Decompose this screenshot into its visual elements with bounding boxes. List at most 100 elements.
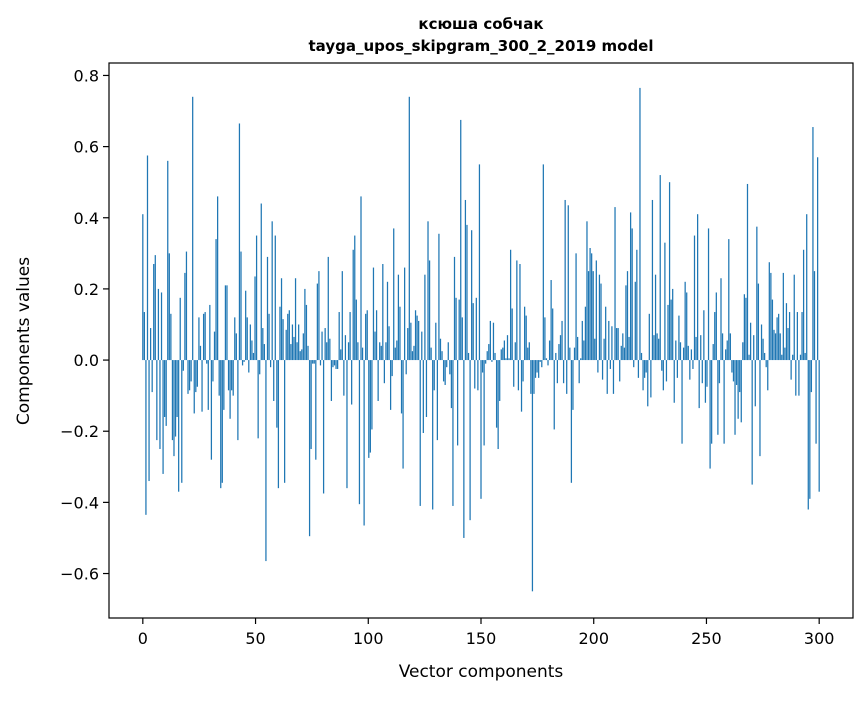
bar <box>670 299 672 361</box>
bar <box>810 360 813 393</box>
bar <box>346 360 348 489</box>
bar <box>547 360 549 366</box>
bar <box>322 360 325 494</box>
bar <box>458 299 460 361</box>
bar <box>715 292 717 361</box>
bar <box>553 360 555 430</box>
bar <box>559 335 562 361</box>
bar <box>452 360 454 506</box>
bar <box>195 360 197 393</box>
bar <box>718 360 721 384</box>
bar <box>394 347 396 361</box>
bar <box>499 360 501 401</box>
bar <box>788 312 791 361</box>
bar <box>333 360 336 366</box>
bar <box>469 360 471 521</box>
bar <box>522 360 524 382</box>
bar <box>475 297 477 361</box>
bar <box>481 360 484 373</box>
bar <box>231 360 233 391</box>
bar <box>689 360 691 380</box>
bar <box>513 360 515 387</box>
bar <box>709 360 711 469</box>
bar <box>817 157 819 361</box>
bar <box>528 342 530 361</box>
bar <box>330 360 333 401</box>
bar <box>419 360 421 506</box>
bar <box>743 294 745 361</box>
bar <box>204 312 206 361</box>
bar <box>407 328 409 361</box>
bar <box>389 360 392 410</box>
x-tick-label: 300 <box>804 629 835 648</box>
bar <box>184 272 186 361</box>
bar <box>391 360 393 377</box>
bar <box>202 313 205 361</box>
bar <box>340 349 342 361</box>
bar <box>243 360 245 362</box>
bar <box>299 351 301 361</box>
bar <box>583 340 585 361</box>
bar <box>636 249 638 361</box>
bar <box>285 329 287 361</box>
bar <box>274 235 276 361</box>
bar <box>466 224 468 361</box>
bar <box>631 228 633 361</box>
bar <box>173 360 175 457</box>
bar <box>421 331 423 361</box>
bar <box>706 360 708 387</box>
bar <box>807 360 809 510</box>
bar <box>486 351 488 361</box>
bar <box>717 360 719 435</box>
bar <box>784 347 786 361</box>
bar <box>266 256 269 361</box>
bar <box>737 360 739 419</box>
bar <box>497 360 499 450</box>
bar <box>199 345 202 361</box>
bar <box>463 360 465 538</box>
bar <box>241 360 244 366</box>
bar <box>639 87 641 361</box>
x-tick-label: 200 <box>578 629 609 648</box>
bar <box>351 360 353 405</box>
bar <box>260 203 262 361</box>
bar <box>143 312 145 361</box>
y-axis: −0.6 −0.4 −0.2 0.0 0.2 0.4 0.6 0.8 <box>60 66 109 584</box>
bar <box>605 306 607 361</box>
bar <box>223 360 225 410</box>
bar <box>637 360 640 378</box>
bar <box>361 347 364 361</box>
bar <box>580 358 582 361</box>
bar <box>168 253 170 361</box>
bar <box>428 260 431 361</box>
bar <box>815 360 817 444</box>
bar <box>324 328 326 361</box>
bar <box>520 360 523 412</box>
bar <box>712 344 714 361</box>
bar <box>720 278 722 361</box>
bar <box>485 360 487 364</box>
bar <box>548 340 551 361</box>
bar <box>779 333 781 361</box>
bar <box>365 313 367 361</box>
bar <box>386 281 389 361</box>
bar <box>442 360 445 382</box>
bar <box>159 360 161 450</box>
bar <box>725 349 727 361</box>
bar <box>153 264 155 361</box>
bar <box>215 239 217 361</box>
bar <box>332 360 334 368</box>
bar <box>371 360 373 430</box>
bar <box>198 317 200 361</box>
bar <box>461 317 463 361</box>
bar <box>234 317 236 361</box>
bar <box>430 347 432 361</box>
bar <box>156 360 158 441</box>
bar <box>776 317 778 361</box>
bar <box>337 360 339 369</box>
bar <box>460 119 462 361</box>
bar <box>290 344 292 361</box>
bar <box>735 360 738 385</box>
bar <box>809 360 811 499</box>
